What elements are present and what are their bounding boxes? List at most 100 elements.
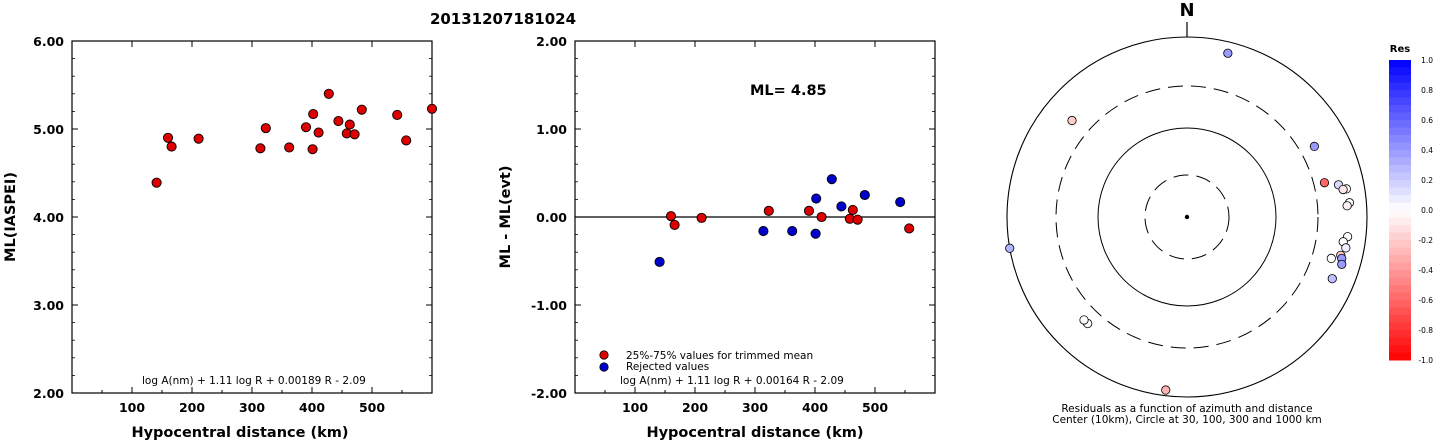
data-point	[665, 211, 677, 222]
data-point	[654, 256, 665, 267]
y-tick-label: 5.00	[33, 122, 64, 137]
colorbar-cell	[1389, 172, 1411, 181]
colorbar-cell	[1389, 345, 1411, 353]
x-tick-label: 100	[119, 400, 145, 415]
colorbar-cell	[1389, 150, 1411, 158]
ml-annotation: ML= 4.85	[750, 83, 827, 99]
data-point	[313, 127, 324, 138]
station-marker	[1005, 243, 1015, 253]
y-tick-label: 4.00	[33, 210, 64, 225]
colorbar-cell	[1389, 307, 1411, 316]
caption-line-1: Residuals as a function of azimuth and d…	[1061, 403, 1312, 415]
y-tick-label: -2.00	[531, 386, 567, 401]
colorbar-title: Res	[1390, 44, 1410, 55]
colorbar-tick-label: 0.8	[1421, 86, 1433, 95]
colorbar-cell	[1389, 60, 1411, 68]
data-point	[826, 174, 837, 185]
x-axis-label: Hypocentral distance (km)	[131, 425, 348, 441]
colorbar-tick-label: 0.4	[1421, 146, 1433, 155]
colorbar-tick-label: 1.0	[1421, 56, 1433, 65]
colorbar-cell	[1389, 255, 1411, 263]
colorbar-cell	[1389, 180, 1411, 188]
colorbar-cell	[1389, 240, 1411, 248]
colorbar-cell	[1389, 202, 1411, 211]
colorbar-cell	[1389, 292, 1411, 301]
colorbar-cell	[1389, 165, 1411, 173]
colorbar-tick-label: 0.0	[1421, 206, 1433, 215]
residual-vs-distance-plot: 100 200 300 400 500 -2.00 -1.00 0.00 1.00 2.00 ML…	[498, 34, 936, 441]
residual-colorbar: Res 1.0 0.8 0.6 0.4 0.2 0.0 -0.2 -0.4 -0.6 -0.8 -1…	[1389, 44, 1433, 365]
data-point	[392, 109, 403, 120]
legend-label-trimmed: 25%-75% values for trimmed mean	[626, 350, 813, 362]
colorbar-tick-label: -0.2	[1418, 236, 1433, 245]
data-point	[307, 144, 318, 155]
data-point	[401, 135, 412, 146]
colorbar-cell	[1389, 120, 1411, 128]
colorbar-cell	[1389, 315, 1411, 323]
colorbar-cells	[1389, 60, 1411, 361]
circle-300km	[1055, 85, 1319, 349]
data-points	[654, 174, 915, 267]
axis-ticks: 100 200 300 400 500 -2.00 -1.00 0.00 1.00 2.00	[531, 34, 935, 415]
colorbar-cell	[1389, 300, 1411, 308]
colorbar-cell	[1389, 232, 1411, 241]
y-tick-label: 6.00	[33, 34, 64, 49]
x-tick-label: 400	[299, 400, 325, 415]
x-tick-label: 200	[179, 400, 205, 415]
colorbar-cell	[1389, 217, 1411, 226]
station-marker	[1079, 315, 1089, 325]
colorbar-cell	[1389, 112, 1411, 121]
data-point	[787, 226, 798, 237]
data-point	[816, 211, 827, 223]
data-point	[852, 214, 863, 225]
station-marker	[1326, 253, 1336, 263]
station-marker	[1338, 184, 1348, 195]
colorbar-cell	[1389, 330, 1411, 338]
colorbar-cell	[1389, 97, 1411, 106]
y-tick-label: 3.00	[33, 298, 64, 313]
colorbar-cell	[1389, 210, 1411, 218]
colorbar-cell	[1389, 337, 1411, 346]
y-tick-label: 2.00	[536, 34, 567, 49]
data-point	[308, 108, 319, 120]
plot-frame	[71, 40, 433, 394]
formula-label: log A(nm) + 1.11 log R + 0.00164 R - 2.0…	[620, 375, 844, 387]
colorbar-cell	[1389, 67, 1411, 76]
figure-title: 20131207181024	[430, 10, 576, 28]
data-point	[333, 116, 344, 127]
station-marker	[1223, 48, 1233, 58]
data-point	[763, 205, 774, 216]
colorbar-cell	[1389, 270, 1411, 278]
data-point	[810, 228, 821, 239]
colorbar-cell	[1389, 75, 1411, 83]
colorbar-cell	[1389, 105, 1411, 113]
data-point	[904, 223, 915, 234]
station-marker	[1337, 259, 1347, 269]
data-point	[166, 141, 177, 152]
formula-label: log A(nm) + 1.11 log R + 0.00189 R - 2.0…	[142, 375, 366, 387]
colorbar-cell	[1389, 142, 1411, 151]
y-tick-label: 1.00	[536, 122, 567, 137]
legend-marker-rejected	[599, 362, 609, 372]
colorbar-tick-label: -1.0	[1418, 356, 1433, 365]
data-point	[300, 122, 312, 133]
x-tick-label: 500	[359, 400, 385, 415]
colorbar-cell	[1389, 135, 1411, 143]
station-markers	[1005, 48, 1355, 395]
colorbar-cell	[1389, 157, 1411, 166]
data-point	[349, 129, 360, 140]
colorbar-tick-label: -0.4	[1418, 266, 1433, 275]
colorbar-cell	[1389, 322, 1411, 331]
x-tick-label: 200	[682, 400, 708, 415]
station-marker	[1067, 115, 1077, 126]
x-tick-label: 100	[622, 400, 648, 415]
data-points	[151, 88, 438, 188]
data-point	[811, 193, 822, 204]
data-point	[356, 104, 367, 115]
x-axis-label: Hypocentral distance (km)	[646, 425, 863, 441]
circle-30km	[1144, 174, 1230, 260]
colorbar-cell	[1389, 285, 1411, 293]
colorbar-cell	[1389, 277, 1411, 286]
data-point	[895, 196, 906, 208]
azimuth-residual-map: N Residuals as a function of azimuth and…	[1005, 0, 1368, 426]
